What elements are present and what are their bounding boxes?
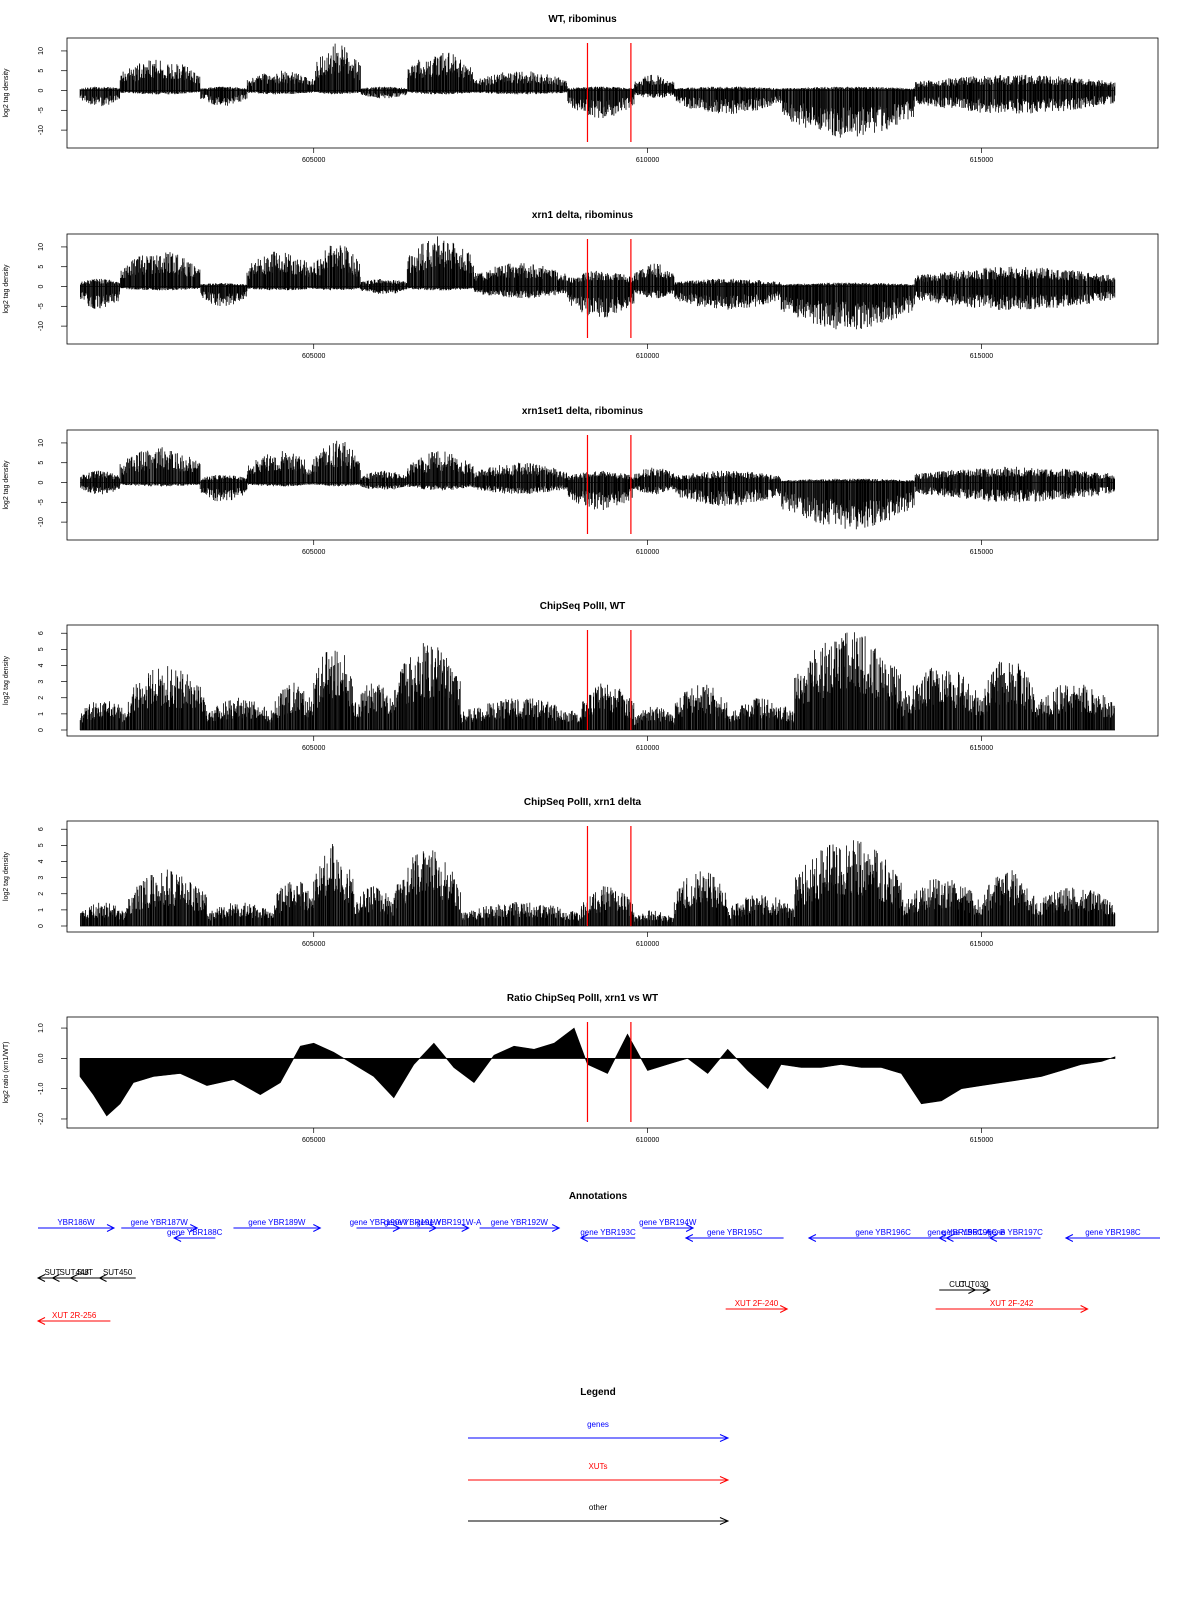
signal-segment [313, 440, 361, 487]
signal-segment [634, 74, 675, 98]
signal-segment [674, 278, 782, 310]
y-axis-label: log2 tag density [3, 460, 10, 510]
panel-3: xrn1set1 delta, ribominus log2 tag densit… [3, 406, 1159, 556]
x-tick-label: 615000 [970, 549, 993, 556]
signal-segment [313, 245, 361, 291]
x-tick-label: 605000 [302, 157, 325, 164]
panel-title: xrn1 delta, ribominus [532, 210, 634, 221]
x-axis: 605000 610000 615000 [302, 148, 993, 164]
signal-segment [914, 266, 1116, 310]
y-tick-label: 10 [38, 243, 45, 251]
signal-segment [119, 447, 201, 487]
signal-segment [246, 251, 315, 291]
signal-segment [246, 451, 314, 487]
y-tick-label: -5 [38, 499, 45, 505]
signal-segment [80, 278, 120, 309]
signal-segment [674, 470, 781, 506]
y-tick-label: -10 [38, 125, 45, 135]
y-tick-label: -5 [38, 107, 45, 113]
y-tick-label: 10 [38, 439, 45, 447]
signal-segment [567, 270, 635, 318]
y-axis-label: log2 tag density [3, 264, 10, 314]
y-tick-label: 5 [38, 69, 45, 73]
y-tick-label: 5 [38, 461, 45, 465]
signal-segment [360, 470, 408, 490]
y-tick-label: -10 [38, 517, 45, 527]
panel-title: WT, ribominus [548, 14, 617, 25]
signal-segment [406, 451, 475, 491]
signal-segment [120, 252, 201, 291]
x-tick-label: 605000 [302, 353, 325, 360]
x-axis: 605000 610000 615000 [302, 344, 993, 360]
y-tick-label: 5 [38, 265, 45, 269]
signal-segment [780, 282, 915, 330]
signal-segment [406, 236, 474, 291]
signal-segment [781, 478, 915, 530]
panel-1: WT, ribominus log2 tag density -10 -5 0 5 10 60… [3, 14, 1159, 164]
data-series [80, 440, 1115, 530]
panel-title: xrn1set1 delta, ribominus [522, 406, 644, 417]
y-axis-label: log2 tag density [3, 68, 10, 118]
signal-segment [780, 86, 915, 138]
signal-segment [407, 52, 475, 95]
x-tick-label: 605000 [302, 549, 325, 556]
y-tick-label: 0 [38, 284, 45, 288]
x-tick-label: 610000 [636, 549, 659, 556]
signal-segment [474, 71, 568, 95]
x-tick-label: 615000 [970, 157, 993, 164]
x-axis: 605000 610000 615000 [302, 540, 993, 556]
x-tick-label: 615000 [970, 353, 993, 360]
y-tick-label: -5 [38, 303, 45, 309]
signal-segment [360, 86, 408, 99]
signal-segment [473, 263, 568, 299]
signal-segment [634, 467, 675, 495]
signal-segment [119, 59, 201, 95]
x-tick-label: 610000 [636, 157, 659, 164]
y-axis: -10 -5 0 5 10 [38, 243, 68, 331]
signal-segment [567, 470, 635, 510]
signal-segment [200, 283, 248, 306]
x-tick-label: 610000 [636, 353, 659, 360]
signal-segment [914, 74, 1116, 114]
panel-2: xrn1 delta, ribominus log2 tag density -10… [3, 210, 1159, 360]
y-axis: -10 -5 0 5 10 [38, 47, 68, 135]
signal-segment [674, 86, 782, 114]
signal-segment [633, 263, 675, 299]
signal-segment [80, 470, 120, 495]
y-tick-label: -10 [38, 321, 45, 331]
data-series [79, 43, 1116, 138]
y-axis: -10 -5 0 5 10 [38, 439, 68, 527]
signal-segment [313, 43, 361, 95]
y-tick-label: 0 [38, 88, 45, 92]
data-series [80, 236, 1116, 330]
signal-segment [200, 86, 248, 106]
y-tick-label: 0 [38, 480, 45, 484]
y-tick-label: 10 [38, 47, 45, 55]
signal-segment [199, 475, 248, 502]
signal-segment [567, 86, 635, 118]
signal-segment [473, 462, 568, 494]
signal-segment [79, 86, 120, 107]
